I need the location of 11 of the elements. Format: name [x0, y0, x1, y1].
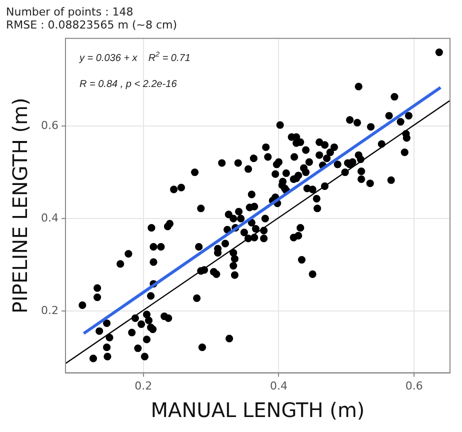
x-axis-title: MANUAL LENGTH (m) [150, 398, 365, 422]
y-tick-label: 0.6 [40, 118, 58, 132]
y-tick-label: 0.4 [40, 211, 58, 224]
annotation: R = 0.84 , p < 2.2e-16 [79, 79, 178, 90]
x-tick-label: 0.4 [270, 379, 288, 392]
chart-subtitle: RMSE : 0.08823565 m (~8 cm) [6, 18, 178, 32]
x-tick-label: 0.2 [134, 379, 152, 392]
chart-title: Number of points : 148 [6, 5, 134, 18]
y-tick-label: 0.2 [40, 304, 58, 318]
x-tick-label: 0.6 [405, 379, 423, 392]
y-axis-title: PIPELINE LENGTH (m) [8, 98, 32, 314]
